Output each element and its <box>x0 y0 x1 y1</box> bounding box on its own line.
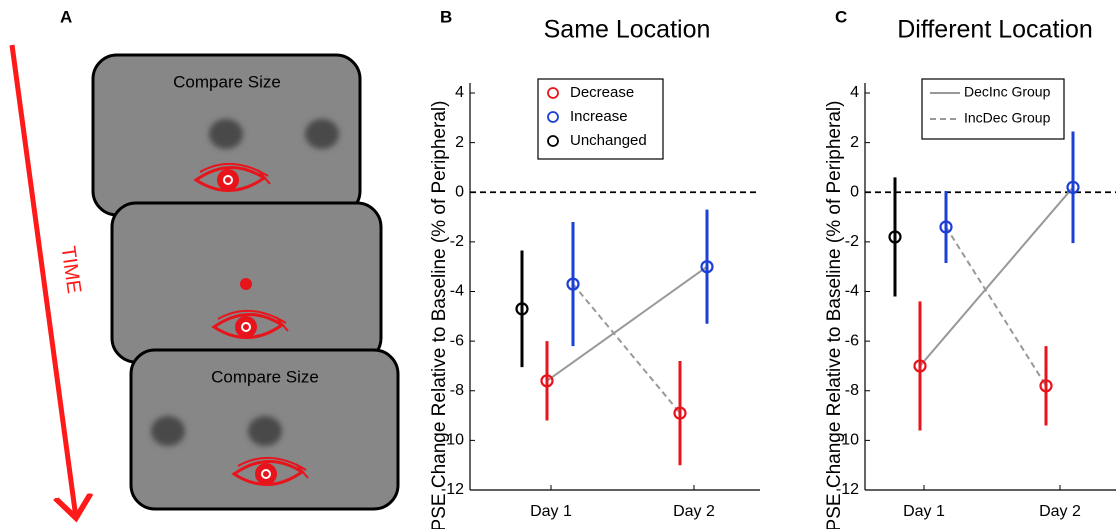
group-line <box>546 265 708 382</box>
x-tick-label: Day 2 <box>673 503 715 520</box>
group-line <box>945 226 1047 387</box>
legend-label: Increase <box>570 108 628 125</box>
legend-label: DecInc Group <box>964 84 1051 100</box>
stimulus <box>151 416 185 446</box>
y-tick-label: -10 <box>441 432 464 449</box>
y-tick-label: -12 <box>836 481 859 498</box>
y-tick-label: -4 <box>450 283 464 300</box>
y-tick-label: 0 <box>850 183 859 200</box>
data-point <box>1066 180 1080 194</box>
legend-label: Unchanged <box>570 132 647 149</box>
legend-marker <box>547 135 559 147</box>
screen-text: Compare Size <box>173 72 281 91</box>
y-tick-label: -12 <box>441 481 464 498</box>
fixation-dot <box>240 278 252 290</box>
y-tick-label: 2 <box>850 134 859 151</box>
group-line <box>919 186 1074 367</box>
chart-title: Different Location <box>897 16 1093 44</box>
x-tick-label: Day 2 <box>1039 503 1081 520</box>
y-tick-label: -8 <box>450 382 464 399</box>
y-tick-label: -6 <box>845 332 859 349</box>
panel-a: A TIME Compare Size Compare Size <box>9 7 400 518</box>
data-point <box>566 277 580 291</box>
data-point <box>700 260 714 274</box>
y-axis-label: PSE Change Relative to Baseline (% of Pe… <box>429 101 450 529</box>
panel-label: A <box>60 7 72 26</box>
y-tick-label: -2 <box>845 233 859 250</box>
stimulus <box>209 119 243 149</box>
y-tick-label: -4 <box>845 283 859 300</box>
y-tick-label: -8 <box>845 382 859 399</box>
time-label: TIME <box>56 245 84 295</box>
legend-marker <box>547 111 559 123</box>
time-arrow <box>9 44 76 518</box>
data-point <box>939 220 953 234</box>
panel-label: B <box>440 7 452 26</box>
y-tick-label: -6 <box>450 332 464 349</box>
panel-label: C <box>835 7 847 26</box>
y-tick-label: 2 <box>455 134 464 151</box>
data-point <box>515 302 529 316</box>
chart-title: Same Location <box>544 16 711 44</box>
y-tick-label: 0 <box>455 183 464 200</box>
group-line <box>572 283 681 414</box>
legend-label: IncDec Group <box>964 110 1051 126</box>
stimulus <box>305 119 339 149</box>
x-tick-label: Day 1 <box>530 503 572 520</box>
screen-text: Compare Size <box>211 367 319 386</box>
data-point <box>888 230 902 244</box>
data-point <box>673 406 687 420</box>
data-point <box>1039 379 1053 393</box>
legend-label: Decrease <box>570 84 634 101</box>
y-tick-label: 4 <box>455 84 464 101</box>
y-tick-label: -10 <box>836 432 859 449</box>
legend-marker <box>547 87 559 99</box>
stimulus <box>248 416 282 446</box>
data-point <box>540 374 554 388</box>
x-tick-label: Day 1 <box>903 503 945 520</box>
y-tick-label: -2 <box>450 233 464 250</box>
y-axis-label: PSE Change Relative to Baseline (% of Pe… <box>824 101 845 529</box>
legend-box <box>921 78 1065 140</box>
y-tick-label: 4 <box>850 84 859 101</box>
data-point <box>913 359 927 373</box>
